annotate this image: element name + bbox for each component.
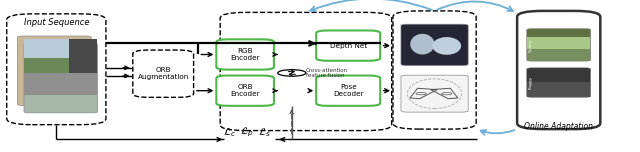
FancyBboxPatch shape	[216, 76, 274, 106]
FancyBboxPatch shape	[6, 14, 106, 125]
Text: $\mathcal{L}_p$: $\mathcal{L}_p$	[240, 125, 253, 139]
FancyBboxPatch shape	[401, 75, 468, 112]
Text: RGB
Encoder: RGB Encoder	[230, 48, 260, 61]
Text: Cross-attention
feature fusion: Cross-attention feature fusion	[306, 67, 348, 78]
FancyBboxPatch shape	[18, 36, 92, 105]
FancyBboxPatch shape	[133, 50, 193, 97]
FancyBboxPatch shape	[24, 39, 97, 58]
FancyBboxPatch shape	[401, 24, 468, 66]
FancyBboxPatch shape	[24, 58, 97, 73]
FancyBboxPatch shape	[316, 31, 380, 61]
FancyBboxPatch shape	[316, 76, 380, 106]
FancyBboxPatch shape	[527, 29, 591, 61]
FancyBboxPatch shape	[527, 68, 591, 97]
FancyBboxPatch shape	[69, 39, 97, 73]
FancyBboxPatch shape	[24, 43, 97, 113]
Ellipse shape	[410, 34, 435, 54]
Text: Online Adaptation: Online Adaptation	[524, 122, 593, 131]
Text: Foggy: Foggy	[529, 76, 532, 89]
Text: Input Sequence: Input Sequence	[24, 18, 89, 27]
Text: Pose
Decoder: Pose Decoder	[333, 84, 364, 97]
FancyBboxPatch shape	[216, 39, 274, 70]
FancyBboxPatch shape	[527, 82, 590, 97]
FancyBboxPatch shape	[527, 49, 590, 61]
Text: Depth Net: Depth Net	[330, 43, 367, 49]
FancyBboxPatch shape	[517, 11, 600, 129]
Text: ORB
Encoder: ORB Encoder	[230, 84, 260, 97]
Text: ORB
Augmentation: ORB Augmentation	[138, 67, 189, 80]
FancyBboxPatch shape	[24, 73, 97, 95]
Text: $\mathcal{L}_s$: $\mathcal{L}_s$	[258, 126, 271, 139]
Ellipse shape	[433, 37, 461, 55]
Text: $\mathcal{L}_c$: $\mathcal{L}_c$	[223, 126, 236, 139]
Text: Sunny: Sunny	[529, 39, 532, 52]
FancyBboxPatch shape	[220, 12, 392, 131]
FancyBboxPatch shape	[527, 38, 590, 49]
FancyBboxPatch shape	[393, 11, 476, 129]
